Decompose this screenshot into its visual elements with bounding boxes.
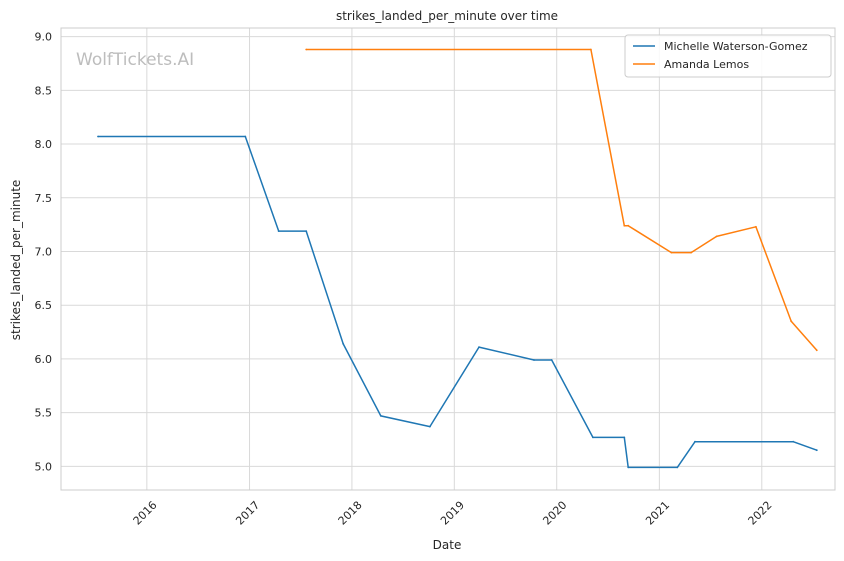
y-tick-label: 7.5 <box>35 192 53 205</box>
data-point <box>533 359 535 361</box>
data-point <box>305 230 308 233</box>
y-tick-label: 6.5 <box>35 299 53 312</box>
data-point <box>429 425 431 428</box>
legend-box <box>624 34 832 78</box>
data-point <box>627 224 630 227</box>
data-point <box>790 320 793 323</box>
data-point <box>379 415 382 417</box>
y-tick-label: 9.0 <box>35 31 53 44</box>
grid <box>61 28 835 490</box>
data-point <box>478 346 480 348</box>
watermark: WolfTickets.AI <box>76 50 194 70</box>
legend-label: Amanda Lemos <box>664 58 749 71</box>
y-axis-label: strikes_landed_per_minute <box>9 180 23 341</box>
data-point <box>97 135 99 138</box>
data-point <box>792 440 795 443</box>
data-point <box>715 235 718 238</box>
data-point <box>244 135 247 138</box>
data-point <box>623 436 626 439</box>
y-tick-label: 8.0 <box>35 138 53 151</box>
data-point <box>592 436 594 439</box>
series-lines <box>97 48 818 469</box>
data-point <box>627 466 630 469</box>
data-point <box>755 225 757 228</box>
data-point <box>815 349 818 352</box>
y-tick-label: 8.5 <box>35 84 53 97</box>
y-tick-label: 6.0 <box>35 353 53 366</box>
data-point <box>815 449 818 452</box>
y-tick-label: 7.0 <box>35 245 53 258</box>
y-tick-label: 5.5 <box>35 407 53 420</box>
data-point <box>690 251 692 254</box>
plot-frame <box>60 27 836 491</box>
legend: Michelle Waterson-Gomez Amanda Lemos <box>624 34 832 78</box>
data-point <box>670 251 673 254</box>
data-point <box>676 466 679 469</box>
chart-title: strikes_landed_per_minute over time <box>336 9 558 23</box>
series-line-1 <box>306 48 818 351</box>
data-point <box>342 343 345 345</box>
data-point <box>623 224 626 227</box>
data-point <box>550 359 553 361</box>
y-axis-ticks: 5.0 5.5 6.0 6.5 7.0 7.5 8.0 8.5 9.0 <box>35 31 53 474</box>
data-point <box>305 48 308 51</box>
data-point <box>277 230 280 233</box>
x-axis-label: Date <box>433 538 462 552</box>
data-point <box>590 48 592 51</box>
data-point <box>694 440 696 443</box>
y-tick-label: 5.0 <box>35 460 53 473</box>
legend-label: Michelle Waterson-Gomez <box>664 40 808 53</box>
